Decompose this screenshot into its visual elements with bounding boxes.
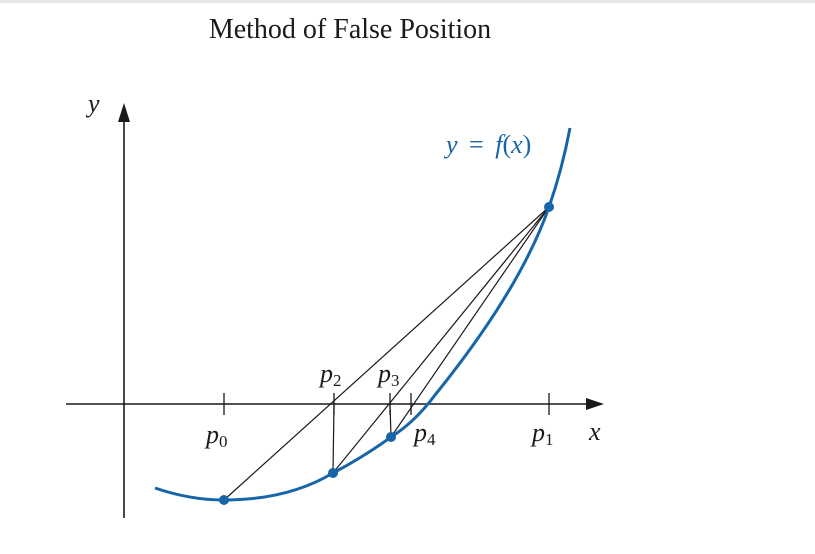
curve-label-func: f bbox=[495, 130, 506, 159]
vertical-line-p2 bbox=[332, 403, 335, 474]
label-p2: p2 bbox=[318, 359, 342, 390]
label-p1: p1 bbox=[530, 418, 554, 449]
curve-point-p2 bbox=[328, 468, 338, 478]
secant-line-p3-p1 bbox=[390, 206, 550, 438]
y-axis-arrowhead bbox=[118, 103, 130, 122]
top-border bbox=[0, 0, 815, 3]
curve-point-p3 bbox=[386, 432, 396, 442]
label-p3: p3 bbox=[376, 359, 400, 390]
x-axis-label: x bbox=[588, 417, 601, 446]
label-p4: p4 bbox=[412, 418, 436, 449]
curve-label: y = f(x) bbox=[443, 130, 531, 159]
vertical-line-p3 bbox=[389, 403, 392, 438]
secant-line-p0-p1 bbox=[223, 206, 550, 501]
secant-line-p2-p1 bbox=[332, 206, 550, 474]
curve-point-p0 bbox=[219, 495, 229, 505]
curve-label-arg: x bbox=[510, 130, 523, 159]
label-p0: p0 bbox=[204, 420, 228, 451]
curve-label-eq: = bbox=[469, 130, 484, 159]
curve-label-open: ( bbox=[502, 130, 511, 159]
x-axis-arrowhead bbox=[586, 398, 604, 410]
curve-point-p1 bbox=[544, 202, 554, 212]
curve-label-lhs: y bbox=[443, 130, 458, 159]
curve-label-close: ) bbox=[523, 130, 532, 159]
figure-title: Method of False Position bbox=[208, 14, 492, 45]
y-axis-label: y bbox=[85, 89, 100, 118]
